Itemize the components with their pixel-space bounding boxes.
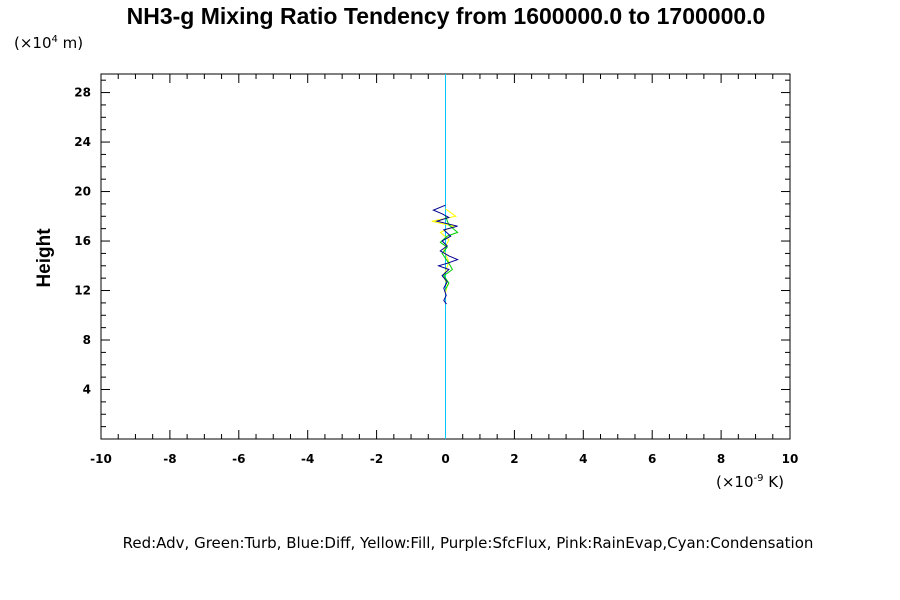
legend-text: Red:Adv, Green:Turb, Blue:Diff, Yellow:F… <box>123 534 814 552</box>
x-tick-label: -4 <box>301 452 314 466</box>
y-tick-label: 8 <box>83 333 91 347</box>
x-tick-labels: -10 -8 -6 -4 -2 0 2 4 6 8 10 <box>90 452 798 466</box>
series-line-3 <box>432 204 459 305</box>
chart-title: NH3-g Mixing Ratio Tendency from 1600000… <box>127 3 766 29</box>
x-tick-label: 4 <box>579 452 587 466</box>
x-tick-label: 6 <box>648 452 656 466</box>
y-axis-ticks <box>101 79 790 428</box>
x-unit-label: (×10-9 K) <box>716 473 784 491</box>
x-axis-ticks <box>100 74 791 439</box>
x-tick-label: -10 <box>90 452 112 466</box>
series-line-2 <box>439 216 459 290</box>
x-tick-label: -8 <box>163 452 176 466</box>
y-tick-label: 4 <box>83 383 91 397</box>
y-tick-labels: 4 8 12 16 20 24 28 <box>74 86 91 397</box>
y-unit-label: (×104 m) <box>14 34 83 52</box>
x-tick-label: 0 <box>441 452 449 466</box>
x-tick-label: -6 <box>232 452 245 466</box>
y-axis-label: Height <box>34 228 55 288</box>
y-tick-label: 28 <box>74 86 91 100</box>
y-tick-label: 20 <box>74 185 91 199</box>
y-tick-label: 16 <box>74 234 91 248</box>
x-tick-label: 10 <box>782 452 799 466</box>
series-layer <box>431 74 459 439</box>
x-tick-label: -2 <box>370 452 383 466</box>
y-tick-label: 12 <box>74 284 91 298</box>
x-tick-label: 2 <box>510 452 518 466</box>
y-tick-label: 24 <box>74 135 91 149</box>
x-tick-label: 8 <box>717 452 725 466</box>
